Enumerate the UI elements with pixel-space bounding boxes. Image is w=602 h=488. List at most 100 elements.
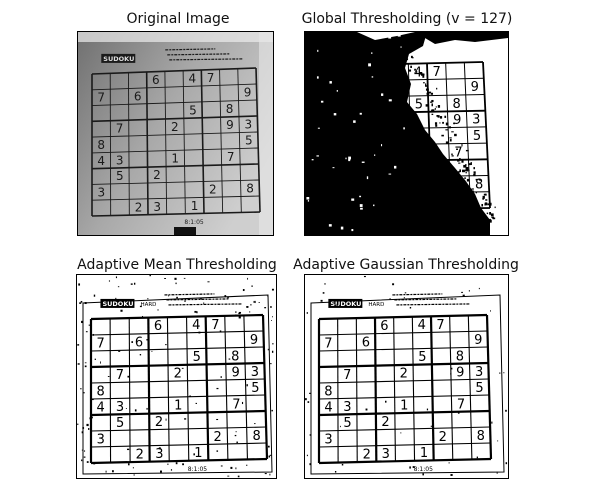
noise-speck: [461, 159, 464, 163]
noise-speck: [491, 216, 494, 218]
noise-speck: [193, 453, 195, 456]
noise-speck: [450, 474, 453, 476]
grid-line: [91, 83, 257, 91]
noise-speck: [139, 305, 142, 308]
sudoku-digit: 5: [415, 98, 423, 113]
noise-speck: [88, 428, 90, 430]
grid-line: [91, 99, 257, 107]
noise-speck: [487, 203, 490, 206]
sudoku-digit: 7: [227, 150, 235, 164]
noise-speck: [83, 456, 86, 458]
noise-speck: [445, 129, 449, 131]
noise-speck: [374, 154, 376, 156]
noise-speck: [131, 341, 134, 343]
noise-speck: [505, 409, 507, 412]
noise-speck: [220, 376, 222, 378]
noise-speck: [425, 85, 427, 87]
panel-title-original: Original Image: [126, 11, 230, 27]
sudoku-digit: 5: [116, 169, 124, 183]
noise-speck: [82, 427, 85, 429]
noise-speck: [118, 350, 121, 352]
noise-speck: [235, 431, 237, 433]
noise-speck: [272, 316, 273, 318]
sudoku-digit: 2: [155, 415, 163, 430]
noise-speck: [475, 191, 477, 194]
sudoku-digit: 4: [324, 400, 332, 415]
header-bar: [328, 298, 363, 308]
noise-speck: [235, 311, 237, 313]
sudoku-digit: 2: [135, 200, 143, 214]
noise-speck: [373, 204, 375, 207]
noise-speck: [431, 109, 435, 111]
sudoku-digit: 9: [231, 365, 239, 380]
noise-speck: [469, 190, 472, 193]
noise-speck: [241, 401, 244, 405]
noise-speck: [425, 104, 429, 107]
sudoku-digit: 8: [324, 384, 332, 399]
grid-line: [318, 361, 489, 369]
noise-speck: [451, 131, 454, 133]
grid-line: [90, 426, 267, 432]
noise-speck: [428, 91, 432, 94]
sudoku-digit: 4: [192, 318, 200, 333]
sudoku-digit: 8: [246, 182, 254, 196]
noise-speck: [478, 178, 480, 181]
grid-line: [243, 315, 248, 460]
noise-speck: [340, 226, 344, 230]
sudoku-digit: 2: [174, 367, 182, 382]
noise-speck: [410, 55, 413, 58]
noise-speck: [468, 163, 471, 166]
panel-title-gaussian: Adaptive Gaussian Thresholding: [293, 257, 519, 273]
noise-speck: [316, 155, 319, 157]
grid-line: [318, 346, 488, 352]
noise-speck: [175, 462, 178, 465]
grid-line: [318, 426, 491, 432]
sudoku-digit: 2: [381, 415, 389, 430]
noise-speck: [267, 445, 270, 448]
sudoku-digit: 5: [116, 416, 124, 431]
noise-speck: [459, 157, 461, 161]
grid-line: [318, 394, 490, 400]
noise-speck: [421, 73, 425, 76]
noise-speck: [85, 331, 88, 333]
paper-right-edge: [259, 32, 273, 235]
noise-speck: [329, 81, 332, 84]
sudoku-digit: 8: [456, 349, 464, 364]
noise-speck: [125, 408, 127, 409]
noise-speck: [489, 212, 492, 215]
noise-speck: [216, 450, 219, 452]
noise-speck: [484, 193, 487, 196]
noise-speck: [134, 409, 137, 412]
noise-speck: [269, 473, 271, 476]
noise-speck: [219, 330, 222, 332]
sudoku-digit: 7: [432, 65, 440, 80]
noise-speck: [463, 164, 467, 168]
noise-speck: [142, 315, 144, 318]
noise-speck: [108, 280, 111, 282]
noise-speck: [404, 50, 407, 54]
sudoku-digit: 3: [475, 365, 483, 380]
header-bar: [101, 53, 136, 63]
header-text-line: [165, 48, 216, 51]
noise-speck: [437, 105, 441, 108]
noise-speck: [488, 219, 492, 223]
noise-speck: [448, 126, 452, 129]
noise-speck: [400, 432, 402, 434]
noise-speck: [371, 52, 373, 54]
noise-speck: [228, 358, 231, 360]
sudoku-digit: 1: [171, 152, 179, 166]
noise-speck: [505, 462, 508, 465]
header-text-line: [167, 53, 230, 56]
noise-speck: [412, 466, 415, 468]
noise-speck: [230, 466, 233, 469]
noise-speck: [320, 100, 324, 103]
noise-speck: [165, 418, 167, 421]
grid-line: [182, 70, 186, 214]
panel-original: SUDOKU 6 4 7 7 6 9 5 8 7 2 9 3 8 5 4 3 1 7 5 2 3 2 8 2 3 1 8:1:05: [77, 31, 274, 236]
grid-line: [91, 115, 258, 123]
noise-speck: [490, 310, 491, 312]
noise-speck: [333, 113, 337, 116]
noise-speck: [353, 120, 356, 123]
grid-line: [318, 330, 488, 336]
